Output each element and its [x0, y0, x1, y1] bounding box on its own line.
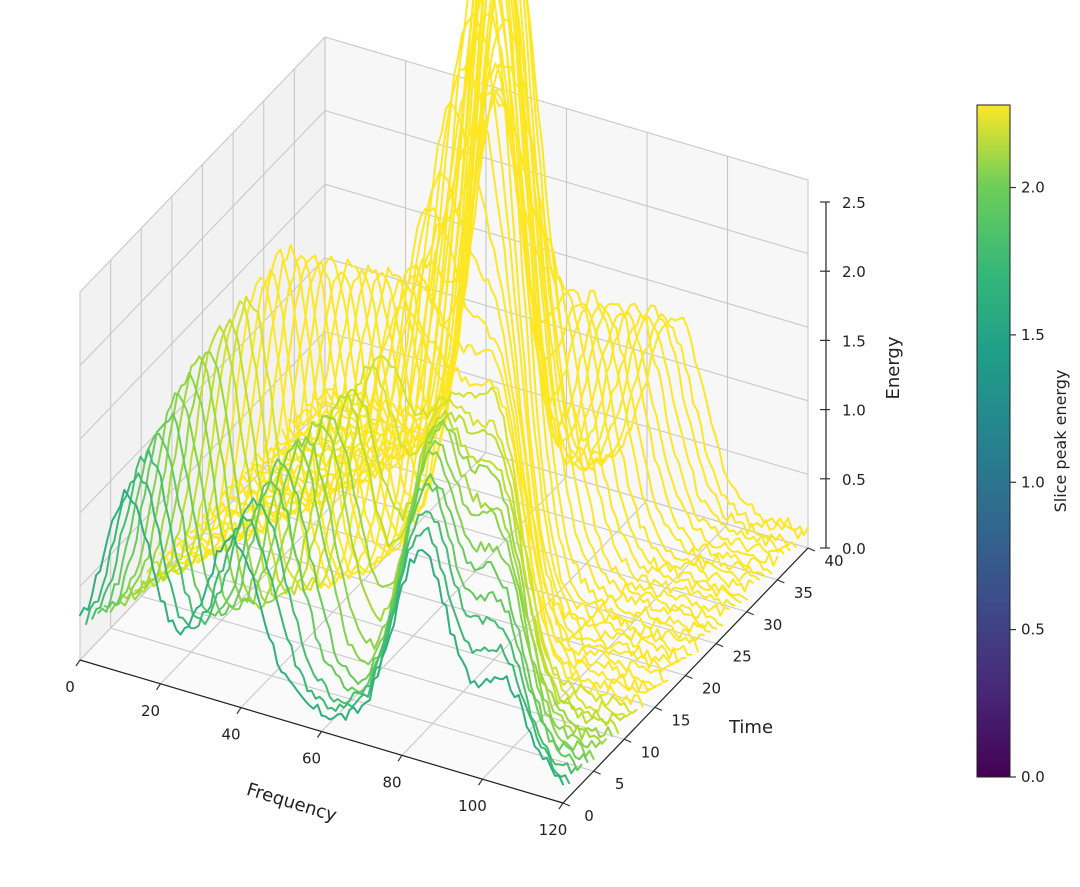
gridline-back-horizontal	[324, 257, 809, 402]
gridline-side-horizontal	[79, 183, 326, 440]
time-tick-mark	[654, 706, 663, 711]
time-slice-line	[103, 412, 589, 763]
colorbar-gradient	[976, 104, 1011, 778]
time-slice-line	[183, 102, 669, 684]
colorbar-tick-label: 0.0	[1021, 768, 1045, 786]
x-axis-label: Frequency	[244, 779, 339, 826]
energy-tick-label: 0.5	[842, 471, 866, 489]
time-tick-mark	[777, 579, 785, 584]
gridline-back-horizontal	[324, 110, 809, 255]
time-slice-line	[311, 0, 797, 549]
frequency-tick-label: 60	[302, 750, 321, 768]
time-tick-label: 25	[733, 648, 752, 666]
time-tick-mark	[562, 802, 571, 807]
axes: 02040608010012005101520253035400.00.51.0…	[65, 194, 866, 839]
time-tick-mark	[715, 643, 724, 648]
frequency-tick-mark	[75, 659, 81, 667]
colorbar: 0.0 0.5 1.0 1.5 2.0 Slice peak energy	[976, 104, 1070, 786]
gridline-floor-time	[232, 500, 717, 645]
time-tick-label: 5	[615, 775, 625, 793]
z-axis-label: Energy	[883, 336, 904, 399]
time-slice-line	[189, 61, 675, 673]
time-slice-line	[158, 276, 644, 708]
time-slice-line	[317, 0, 803, 540]
time-tick-mark	[593, 770, 601, 775]
energy-tick-label: 2.5	[842, 194, 866, 212]
time-tick-label: 40	[824, 552, 843, 570]
time-slice-line	[250, 88, 736, 607]
time-slice-line	[232, 0, 718, 630]
frequency-tick-mark	[317, 731, 322, 738]
frequency-tick-label: 80	[382, 773, 401, 791]
colorbar-ticks: 0.0 0.5 1.0 1.5 2.0	[1010, 179, 1045, 786]
colorbar-tick-label: 1.0	[1021, 473, 1045, 491]
energy-tick-label: 2.0	[842, 263, 866, 281]
time-tick-label: 10	[641, 743, 660, 761]
frequency-tick-mark	[397, 755, 403, 762]
energy-tick-label: 1.0	[842, 402, 866, 420]
colorbar-tick-label: 1.5	[1021, 326, 1045, 344]
time-tick-label: 0	[584, 807, 594, 825]
frequency-tick-label: 40	[221, 726, 240, 744]
frequency-tick-mark	[558, 802, 564, 810]
gridline-floor-time	[141, 595, 625, 740]
frequency-tick-mark	[236, 707, 242, 714]
time-slice-line	[140, 318, 626, 725]
frequency-tick-mark	[478, 778, 483, 786]
energy-tick-label: 1.5	[842, 332, 866, 350]
time-slices	[79, 0, 809, 786]
colorbar-tick-label: 2.0	[1021, 179, 1045, 197]
frequency-tick-label: 120	[539, 821, 568, 839]
gridline-side-horizontal	[79, 331, 326, 587]
gridline-side-horizontal	[79, 110, 326, 366]
frequency-tick-label: 100	[458, 797, 487, 815]
time-slice-line	[91, 448, 577, 775]
time-tick-label: 15	[671, 711, 690, 729]
time-slice-line	[152, 295, 638, 714]
time-slice-line	[97, 432, 583, 772]
time-tick-label: 20	[702, 680, 721, 698]
y-axis-label: Time	[728, 717, 773, 738]
time-slice-line	[213, 0, 699, 653]
frequency-tick-label: 20	[141, 702, 160, 720]
time-slice-line	[115, 371, 601, 749]
time-tick-mark	[685, 674, 693, 680]
gridline-back-horizontal	[324, 36, 809, 181]
time-slice-line	[170, 207, 656, 692]
time-slice-line	[146, 300, 632, 718]
colorbar-label: Slice peak energy	[1051, 370, 1070, 513]
time-tick-mark	[624, 738, 632, 743]
colorbar-tick-label: 0.5	[1021, 621, 1045, 639]
time-slice-line	[85, 472, 571, 785]
time-slice-line	[164, 269, 650, 694]
gridline-floor-time	[171, 563, 656, 708]
time-tick-label: 30	[763, 616, 782, 634]
time-tick-label: 35	[794, 584, 813, 602]
gridline-side-horizontal	[79, 36, 326, 293]
time-slice-line	[79, 488, 564, 786]
gridline-floor-time	[110, 627, 594, 772]
frequency-tick-mark	[156, 683, 161, 691]
frequency-tick-label: 0	[65, 678, 75, 696]
time-slice-line	[226, 0, 711, 633]
time-slice-line	[177, 170, 662, 688]
time-slice-line	[121, 355, 607, 745]
gridline-back-horizontal	[324, 183, 809, 328]
time-slice-line	[109, 392, 595, 760]
time-slice-line	[134, 325, 620, 734]
time-tick-mark	[746, 611, 754, 616]
time-tick-mark	[807, 547, 816, 552]
energy-tick-label: 0.0	[842, 540, 866, 558]
